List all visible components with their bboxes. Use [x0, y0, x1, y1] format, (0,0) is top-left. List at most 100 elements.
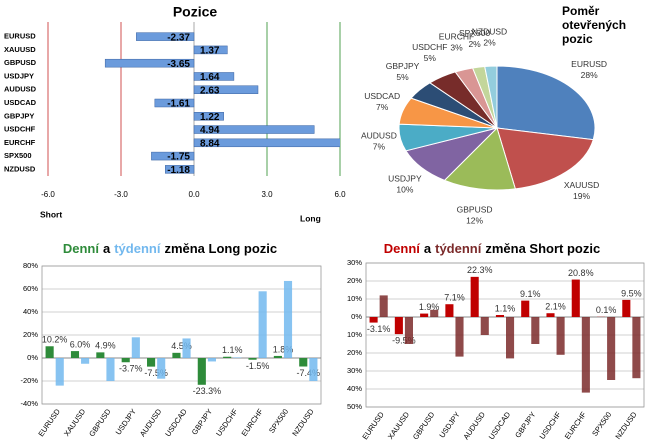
x-tick-label: NZDUSD	[613, 410, 639, 441]
value-label: 2.1%	[545, 302, 566, 312]
value-label: -3.65	[167, 59, 190, 70]
slice-value: 3%	[450, 43, 463, 53]
value-label: 4.5%	[171, 341, 192, 351]
bar	[404, 317, 413, 344]
value-label: 1.1%	[495, 303, 516, 313]
bar	[193, 85, 259, 94]
value-label: 9.5%	[621, 288, 642, 298]
x-tick-label: XAUUSD	[386, 410, 412, 441]
slice-value: 5%	[424, 53, 437, 63]
bar	[96, 352, 105, 358]
x-tick-label: EURCHF	[563, 410, 589, 441]
plot-border	[41, 265, 322, 405]
value-label: -7.5%	[144, 368, 168, 378]
bar	[607, 317, 616, 380]
y-tick-label: 10%	[347, 330, 362, 339]
category-label: EURCHF	[4, 138, 36, 147]
bar	[131, 337, 140, 358]
bar	[193, 72, 235, 81]
pie-title-box: Poměr otevřených pozic	[562, 4, 627, 46]
bar	[172, 352, 181, 358]
bar	[556, 317, 565, 355]
annotation: Long	[300, 213, 321, 223]
x-tick-label: GBPUSD	[411, 410, 437, 442]
bar	[258, 291, 267, 358]
slice-value: 5%	[396, 72, 409, 82]
bar	[70, 351, 80, 358]
bar	[632, 317, 641, 379]
x-tick-label: USDCAD	[487, 410, 513, 442]
pie-slice	[484, 65, 498, 129]
value-label: 7.1%	[444, 293, 465, 303]
value-label: 1.37	[200, 46, 220, 57]
bar	[309, 358, 318, 381]
value-label: -23.3%	[193, 386, 222, 396]
bar	[165, 165, 195, 174]
value-label: -7.4%	[297, 368, 321, 378]
slice-label: USDCHF	[412, 42, 447, 52]
bar	[531, 317, 540, 344]
bar	[420, 313, 429, 317]
slice-label: NZDUSD	[472, 27, 507, 37]
y-tick-label: -20%	[20, 376, 38, 385]
slice-label: XAUUSD	[564, 180, 599, 190]
bar	[197, 358, 206, 385]
x-tick-label: 6.0	[334, 190, 346, 199]
value-label: 22.3%	[467, 265, 493, 275]
chart-title: Pozice	[173, 4, 218, 20]
slice-label: EURCHF	[439, 32, 474, 42]
slice-value: 2%	[468, 39, 481, 49]
y-tick-label: 0%	[27, 353, 38, 362]
y-tick-label: 80%	[23, 261, 38, 270]
x-tick-label: -6.0	[41, 190, 55, 199]
y-tick-label: 40%	[23, 307, 38, 316]
chart-title: Poměr otevřených pozic	[562, 4, 627, 46]
value-label: 4.94	[200, 125, 220, 136]
title-part: Denní	[384, 241, 421, 256]
y-tick-label: 40%	[347, 384, 362, 393]
slice-label: SPX500	[459, 28, 490, 38]
bar	[506, 317, 515, 359]
category-label: GBPJPY	[4, 111, 34, 120]
category-label: USDCHF	[4, 125, 36, 134]
y-tick-label: 10%	[347, 294, 362, 303]
chart-title: Denní a týdenní změna Long pozic	[63, 241, 277, 256]
slice-value: 28%	[581, 70, 598, 80]
bar	[546, 313, 555, 317]
x-tick-label: USDJPY	[437, 410, 461, 439]
pie-slice	[443, 127, 517, 191]
bar	[193, 45, 228, 55]
slice-value: 19%	[573, 191, 590, 201]
value-label: -9.5%	[392, 335, 416, 345]
bar	[394, 317, 403, 335]
value-label: 10.2%	[42, 335, 68, 345]
y-tick-label: 30%	[347, 366, 362, 375]
bar	[299, 358, 308, 367]
value-label: 4.9%	[95, 341, 116, 351]
slice-label: USDCAD	[364, 91, 400, 101]
bar	[55, 358, 64, 386]
bar	[106, 358, 115, 381]
category-label: AUDUSD	[4, 85, 37, 94]
bar	[193, 138, 340, 148]
title-part: a	[103, 241, 111, 256]
bar	[121, 358, 130, 363]
x-tick-label: GBPUSD	[87, 407, 113, 439]
value-label: 9.1%	[520, 289, 541, 299]
y-tick-label: 0%	[351, 312, 362, 321]
bar	[273, 355, 282, 358]
bar	[147, 358, 156, 367]
x-tick-label: AUDUSD	[461, 410, 487, 442]
x-tick-label: USDCHF	[214, 407, 240, 438]
bar	[151, 151, 195, 161]
value-label: 20.8%	[568, 268, 594, 278]
bar	[379, 295, 388, 317]
value-label: -1.75	[167, 152, 190, 163]
bar	[470, 276, 479, 317]
bar	[233, 357, 242, 358]
bar	[193, 112, 224, 121]
slice-value: 7%	[376, 102, 389, 112]
bar	[193, 125, 315, 134]
title-part: a	[424, 241, 432, 256]
